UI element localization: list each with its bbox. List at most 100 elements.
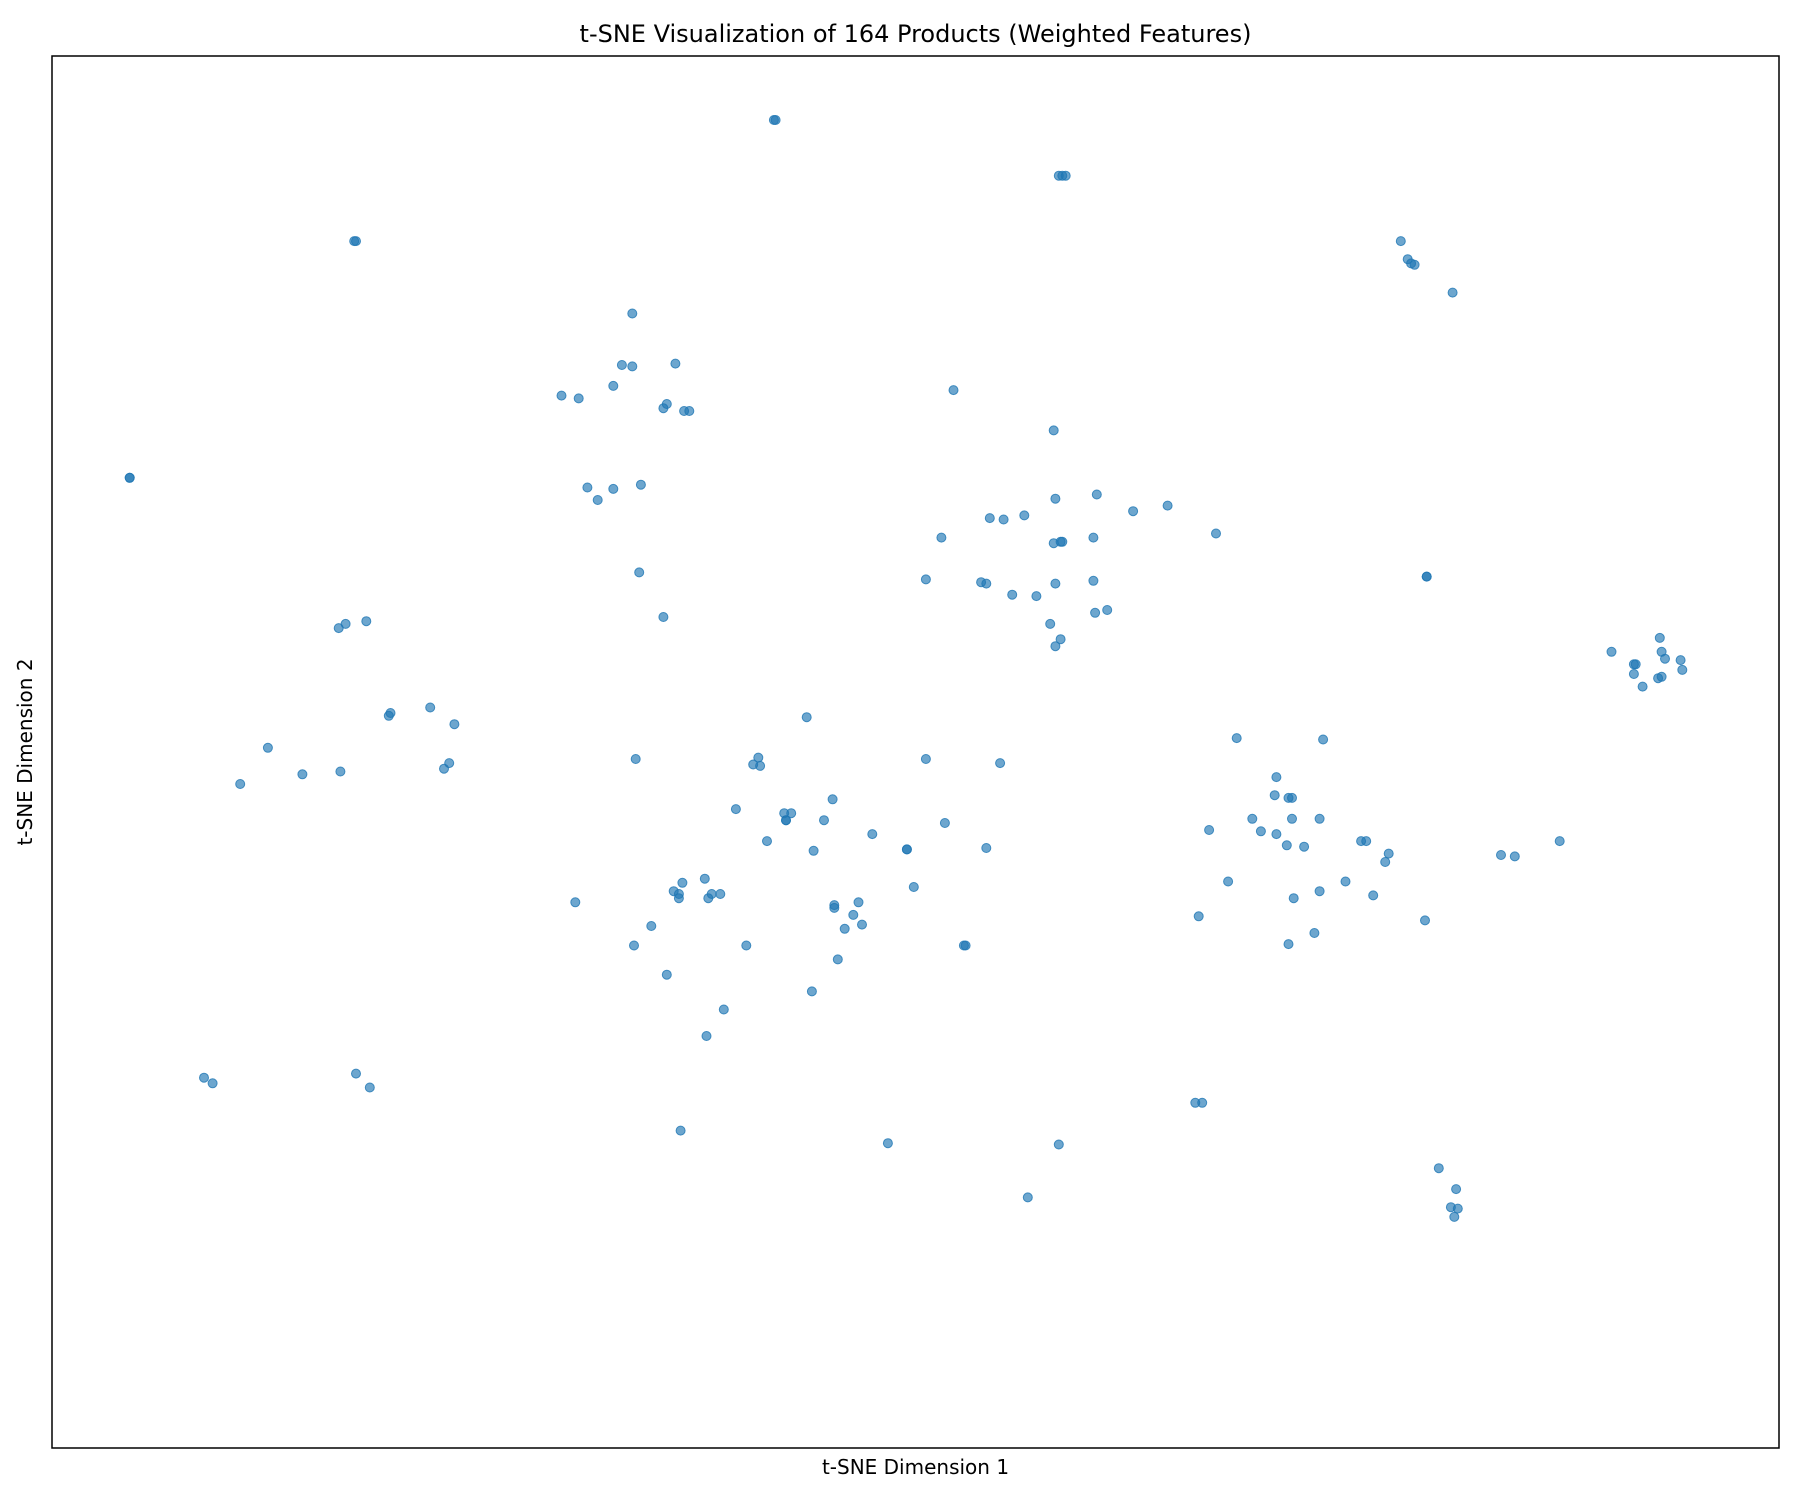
scatter-point bbox=[1055, 634, 1066, 645]
scatter-point bbox=[658, 403, 669, 414]
scatter-point bbox=[1445, 1202, 1456, 1213]
scatter-point bbox=[627, 361, 638, 372]
scatter-point bbox=[1204, 825, 1215, 835]
scatter-point bbox=[901, 844, 912, 855]
scatter-point bbox=[1088, 575, 1099, 586]
scatter-point bbox=[297, 769, 308, 780]
scatter-point bbox=[668, 886, 679, 897]
scatter-point bbox=[1420, 915, 1430, 926]
scatter-point bbox=[1318, 734, 1329, 745]
plot-area-frame bbox=[51, 55, 1780, 1449]
scatter-point bbox=[1637, 681, 1648, 692]
scatter-point bbox=[1314, 813, 1325, 824]
scatter-point bbox=[1509, 851, 1520, 862]
scatter-point bbox=[1283, 792, 1294, 803]
scatter-point bbox=[573, 393, 584, 404]
scatter-point bbox=[635, 479, 646, 490]
scatter-point bbox=[1090, 607, 1101, 618]
scatter-point bbox=[1128, 506, 1139, 517]
scatter-point bbox=[948, 385, 959, 396]
scatter-point bbox=[235, 779, 246, 789]
scatter-point bbox=[853, 897, 864, 908]
scatter-point bbox=[920, 574, 931, 585]
scatter-point bbox=[936, 532, 947, 543]
scatter-point bbox=[1395, 236, 1406, 247]
scatter-point bbox=[1255, 826, 1266, 837]
scatter-point bbox=[364, 1082, 375, 1093]
y-axis-label: t-SNE Dimension 2 bbox=[13, 658, 37, 845]
scatter-point bbox=[1496, 850, 1506, 860]
scatter-point bbox=[1451, 1184, 1462, 1195]
scatter-point bbox=[1675, 655, 1686, 666]
scatter-point bbox=[439, 763, 449, 774]
scatter-point bbox=[661, 969, 672, 980]
scatter-point bbox=[706, 889, 717, 899]
scatter-point bbox=[718, 1004, 729, 1015]
scatter-point bbox=[351, 236, 361, 247]
scatter-point bbox=[262, 742, 273, 753]
scatter-point bbox=[1053, 1139, 1064, 1150]
scatter-point bbox=[867, 829, 878, 840]
scatter-point bbox=[1045, 618, 1056, 629]
scatter-point bbox=[1050, 641, 1061, 652]
scatter-point bbox=[801, 712, 812, 723]
scatter-point bbox=[582, 482, 593, 493]
scatter-point bbox=[1048, 538, 1059, 549]
scatter-point bbox=[1053, 170, 1064, 181]
scatter-point bbox=[1269, 790, 1280, 801]
scatter-point bbox=[1271, 829, 1282, 840]
scatter-point bbox=[1190, 1097, 1201, 1108]
scatter-point bbox=[984, 513, 995, 524]
scatter-point bbox=[848, 909, 859, 920]
scatter-point bbox=[1433, 1163, 1444, 1174]
scatter-point bbox=[715, 889, 726, 899]
scatter-point bbox=[1281, 840, 1292, 851]
scatter-point bbox=[839, 923, 850, 934]
scatter-point bbox=[1223, 876, 1234, 887]
scatter-point bbox=[1019, 510, 1030, 521]
scatter-point bbox=[1628, 659, 1639, 670]
scatter-point bbox=[1050, 493, 1061, 504]
scatter-point bbox=[1628, 669, 1639, 679]
scatter-point bbox=[741, 940, 752, 951]
scatter-point bbox=[857, 919, 867, 930]
scatter-point bbox=[1340, 876, 1351, 887]
data-points bbox=[124, 115, 1688, 1222]
scatter-point bbox=[1283, 939, 1294, 950]
scatter-point bbox=[425, 702, 436, 713]
scatter-point bbox=[1656, 671, 1667, 682]
scatter-point bbox=[1287, 813, 1297, 824]
scatter-point bbox=[808, 845, 819, 856]
scatter-point bbox=[806, 986, 817, 997]
scatter-point bbox=[570, 897, 581, 908]
scatter-point bbox=[755, 760, 766, 771]
scatter-point bbox=[385, 708, 396, 718]
scatter-point bbox=[1162, 500, 1173, 511]
scatter-point bbox=[335, 766, 346, 777]
scatter-point bbox=[1193, 911, 1204, 922]
scatter-point bbox=[1007, 589, 1018, 600]
scatter-point bbox=[634, 567, 645, 578]
scatter-point bbox=[960, 940, 971, 951]
scatter-point bbox=[730, 804, 741, 815]
scatter-point bbox=[779, 808, 790, 819]
scatter-point bbox=[1031, 591, 1042, 602]
scatter-point bbox=[627, 308, 638, 319]
scatter-point bbox=[1677, 664, 1688, 675]
scatter-point bbox=[675, 1125, 686, 1136]
scatter-point bbox=[939, 818, 950, 828]
scatter-point bbox=[976, 577, 987, 588]
scatter-point bbox=[646, 921, 657, 931]
scatter-point bbox=[1299, 841, 1310, 852]
scatter-point bbox=[920, 754, 931, 764]
scatter-point bbox=[1022, 1192, 1033, 1203]
scatter-point bbox=[699, 873, 710, 884]
scatter-point bbox=[340, 618, 351, 629]
scatter-point bbox=[995, 758, 1006, 769]
scatter-point bbox=[592, 495, 603, 505]
scatter-point bbox=[908, 882, 919, 892]
scatter-point bbox=[629, 940, 639, 951]
scatter-point bbox=[827, 794, 838, 805]
x-axis-label: t-SNE Dimension 1 bbox=[822, 1455, 1009, 1479]
